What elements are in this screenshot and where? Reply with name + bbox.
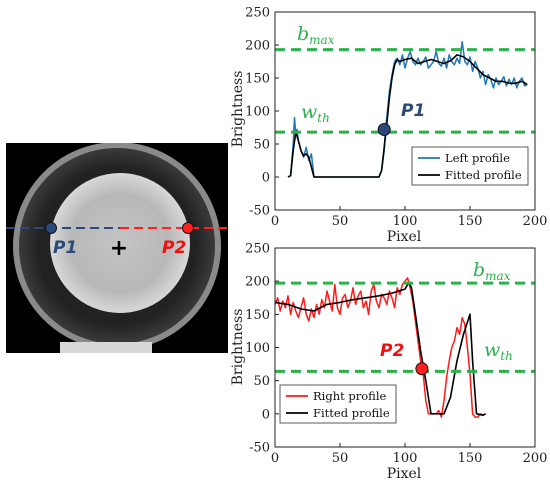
- bottom-y-tick-label: 50: [253, 374, 270, 389]
- p2-label: P2: [162, 238, 186, 258]
- bottom-wth-subscript: th: [500, 349, 513, 363]
- top-y-tick-label: -50: [249, 204, 270, 219]
- top-bmax-subscript: max: [309, 33, 335, 47]
- top-legend-label-fitted: Fitted profile: [445, 168, 522, 182]
- top-x-tick-label: 200: [523, 214, 548, 229]
- top-y-tick-label: 0: [262, 171, 270, 186]
- bottom-x-tick-label: 50: [332, 451, 349, 466]
- bottom-y-tick-label: 200: [245, 275, 270, 290]
- top-series-fitted-profile: [287, 54, 528, 178]
- bottom-y-tick-label: 150: [245, 308, 270, 323]
- bottom-plot-frame: [274, 247, 536, 448]
- bottom-point-label: P2: [380, 341, 404, 361]
- top-plot-frame: [274, 11, 536, 211]
- bottom-bmax-subscript: max: [485, 269, 511, 283]
- p1-marker: [45, 222, 57, 234]
- bottom-bmax-label: bmax: [473, 259, 511, 283]
- top-wth-label: wth: [301, 101, 330, 125]
- image-panel: + P1 P2: [6, 143, 228, 353]
- bottom-legend: Right profile Fitted profile: [279, 384, 397, 424]
- top-y-tick-label: 150: [245, 72, 270, 87]
- top-series-layer: [287, 40, 528, 178]
- top-x-tick-label: 50: [332, 214, 349, 229]
- top-bmax-label: bmax: [297, 23, 335, 47]
- top-wth-subscript: th: [317, 111, 330, 125]
- bottom-wth-label: wth: [484, 339, 513, 363]
- top-y-tick-label: 250: [245, 6, 270, 21]
- bottom-legend-label-fitted: Fitted profile: [313, 406, 390, 420]
- top-y-tick-label: 50: [253, 138, 270, 153]
- p2-marker: [182, 222, 194, 234]
- top-y-tick-label: 200: [245, 39, 270, 54]
- p1-label: P1: [53, 238, 77, 258]
- bottom-y-tick-label: -50: [249, 441, 270, 456]
- top-y-tick-label: 100: [245, 105, 270, 120]
- top-y-axis-label: Brightness: [230, 71, 246, 148]
- bottom-bright-tab: [60, 342, 152, 353]
- top-legend-label-left: Left profile: [445, 151, 510, 165]
- center-marker: +: [110, 236, 128, 261]
- bottom-x-axis-label: Pixel: [387, 466, 422, 482]
- bottom-y-tick-label: 100: [245, 341, 270, 356]
- bottom-x-tick-label: 200: [523, 451, 548, 466]
- bottom-series-layer: [274, 277, 486, 418]
- top-annotations: bmax wth P1: [275, 23, 535, 136]
- top-point-label: P1: [401, 101, 425, 121]
- top-point-marker: [377, 122, 391, 136]
- top-x-tick-label: 0: [271, 214, 279, 229]
- bright-disc: [50, 173, 190, 313]
- top-legend-box: [411, 146, 529, 186]
- bottom-y-axis-label: Brightness: [230, 309, 246, 386]
- top-x-tick-label: 100: [393, 214, 418, 229]
- bottom-series-right-profile: [274, 277, 486, 418]
- bottom-legend-box: [279, 384, 397, 424]
- top-x-tick-label: 150: [458, 214, 483, 229]
- bottom-x-tick-label: 150: [458, 451, 483, 466]
- bottom-series-fitted-profile: [274, 281, 486, 417]
- bottom-y-tick-label: 250: [245, 242, 270, 257]
- bottom-x-tick-label: 0: [271, 451, 279, 466]
- bottom-annotations: bmax wth P2: [275, 259, 535, 376]
- bottom-x-tick-label: 100: [393, 451, 418, 466]
- bottom-legend-label-right: Right profile: [313, 389, 387, 403]
- bottom-y-tick-label: 0: [262, 407, 270, 422]
- bottom-point-marker: [415, 362, 429, 376]
- top-legend: Left profile Fitted profile: [411, 146, 529, 186]
- top-x-axis-label: Pixel: [387, 229, 422, 245]
